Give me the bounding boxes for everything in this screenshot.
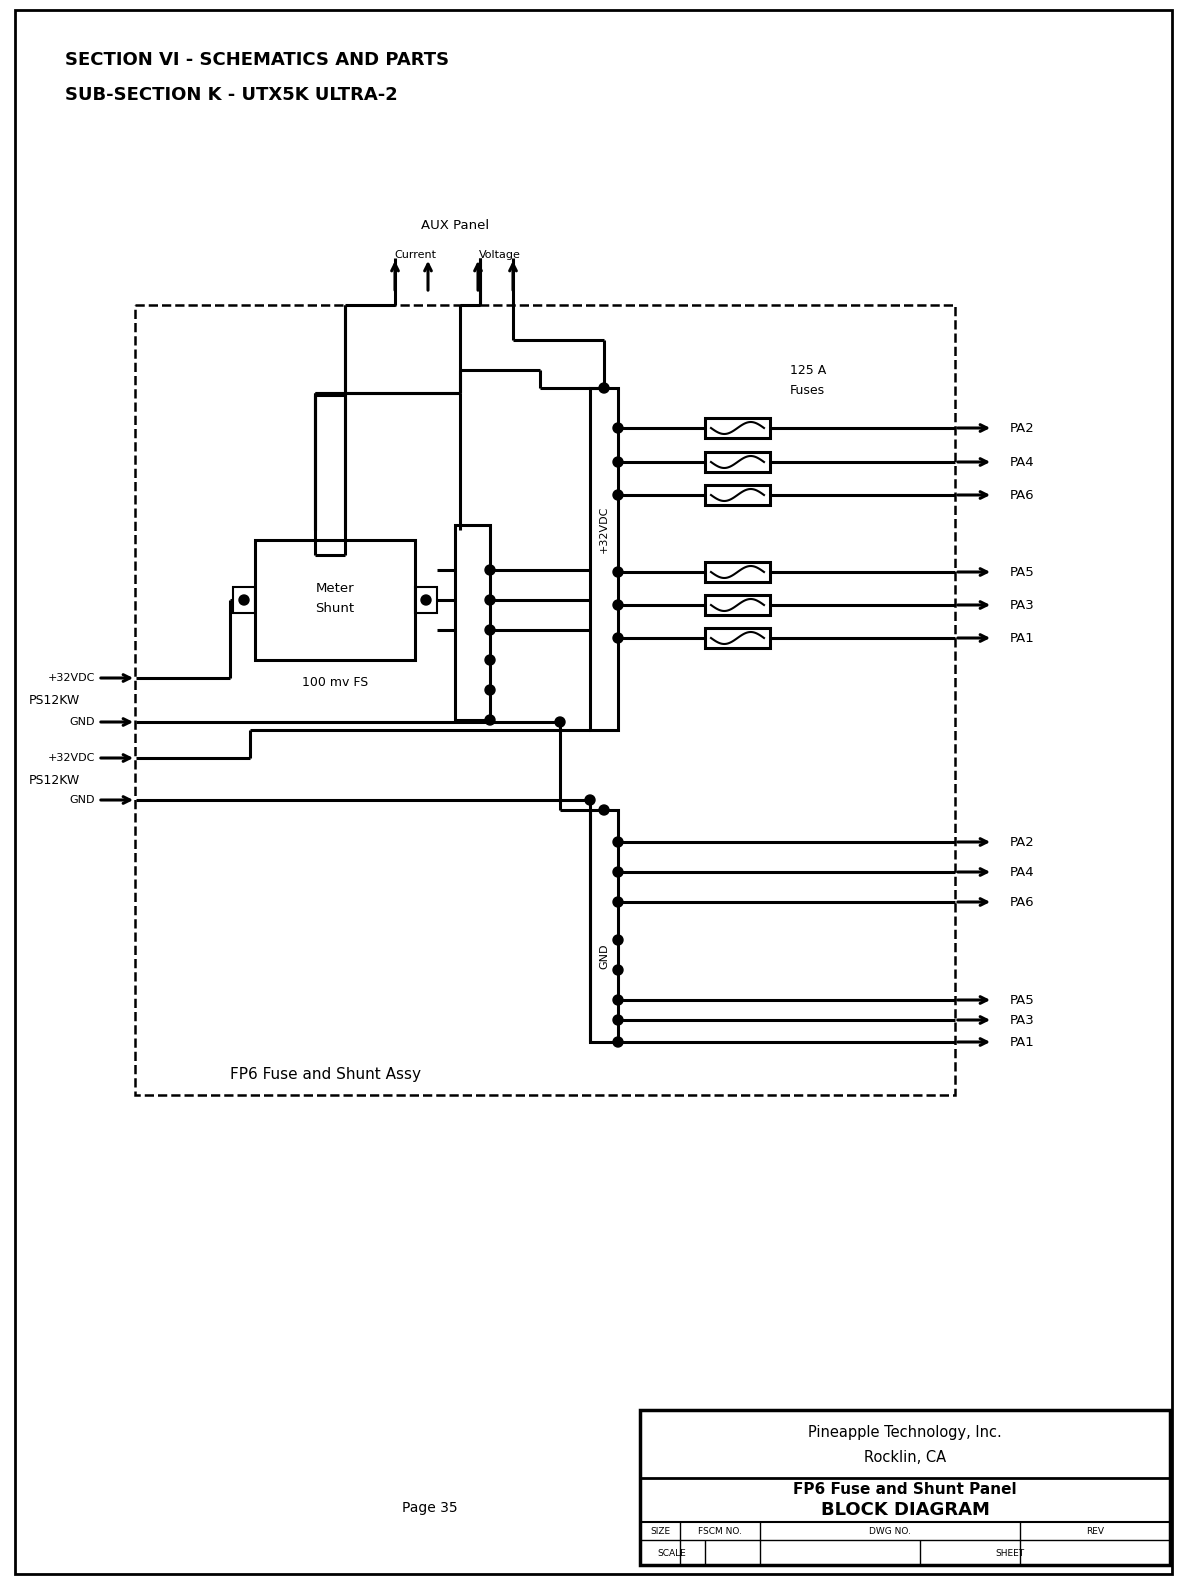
- Bar: [705, 485, 770, 505]
- Circle shape: [612, 866, 623, 878]
- Text: AUX Panel: AUX Panel: [421, 219, 489, 231]
- Bar: [705, 451, 770, 472]
- Bar: [455, 524, 490, 721]
- Bar: [233, 588, 255, 613]
- Circle shape: [485, 626, 495, 635]
- Circle shape: [612, 836, 623, 847]
- Text: PA3: PA3: [1010, 599, 1035, 611]
- Text: PA4: PA4: [1010, 865, 1035, 879]
- Text: FP6 Fuse and Shunt Panel: FP6 Fuse and Shunt Panel: [793, 1481, 1017, 1497]
- Circle shape: [421, 596, 431, 605]
- Text: SHEET: SHEET: [996, 1549, 1024, 1557]
- Text: Pineapple Technology, Inc.: Pineapple Technology, Inc.: [808, 1424, 1002, 1440]
- Circle shape: [612, 935, 623, 946]
- Circle shape: [485, 714, 495, 725]
- Text: PA6: PA6: [1010, 488, 1035, 502]
- Bar: [590, 809, 618, 1042]
- Text: PA1: PA1: [1010, 1036, 1035, 1049]
- Bar: [135, 306, 956, 1095]
- Text: PA2: PA2: [1010, 421, 1035, 434]
- Circle shape: [612, 1015, 623, 1025]
- Circle shape: [585, 795, 595, 805]
- Text: +32VDC: +32VDC: [599, 505, 609, 553]
- Circle shape: [556, 718, 565, 727]
- Text: +32VDC: +32VDC: [47, 673, 95, 683]
- Circle shape: [485, 596, 495, 605]
- Bar: [415, 588, 437, 613]
- Circle shape: [485, 656, 495, 665]
- Circle shape: [612, 995, 623, 1004]
- Circle shape: [612, 567, 623, 577]
- Bar: [705, 627, 770, 648]
- Circle shape: [612, 489, 623, 501]
- Text: Rocklin, CA: Rocklin, CA: [864, 1449, 946, 1465]
- Bar: [705, 596, 770, 615]
- Text: 100 mv FS: 100 mv FS: [301, 675, 368, 689]
- Text: SIZE: SIZE: [650, 1527, 671, 1535]
- Text: Shunt: Shunt: [316, 602, 355, 615]
- Text: FP6 Fuse and Shunt Assy: FP6 Fuse and Shunt Assy: [230, 1068, 421, 1082]
- Text: SCALE: SCALE: [658, 1549, 686, 1557]
- Circle shape: [599, 805, 609, 816]
- Text: GND: GND: [599, 942, 609, 969]
- Bar: [590, 388, 618, 730]
- Circle shape: [612, 600, 623, 610]
- Circle shape: [485, 565, 495, 575]
- Text: GND: GND: [70, 795, 95, 805]
- Circle shape: [612, 634, 623, 643]
- Bar: [705, 562, 770, 581]
- Text: GND: GND: [70, 718, 95, 727]
- Text: PS12KW: PS12KW: [28, 694, 80, 706]
- Text: Page 35: Page 35: [402, 1502, 458, 1514]
- Text: Meter: Meter: [316, 581, 354, 594]
- Text: Current: Current: [394, 250, 436, 260]
- Circle shape: [612, 1038, 623, 1047]
- Text: PA1: PA1: [1010, 632, 1035, 645]
- Text: PA2: PA2: [1010, 835, 1035, 849]
- Bar: [705, 418, 770, 439]
- Circle shape: [612, 458, 623, 467]
- Circle shape: [612, 897, 623, 908]
- Text: DWG NO.: DWG NO.: [869, 1527, 910, 1535]
- Text: Voltage: Voltage: [480, 250, 521, 260]
- Bar: [255, 540, 415, 661]
- Text: PA4: PA4: [1010, 456, 1035, 469]
- Text: BLOCK DIAGRAM: BLOCK DIAGRAM: [820, 1502, 990, 1519]
- Text: REV: REV: [1086, 1527, 1104, 1535]
- Circle shape: [612, 423, 623, 432]
- Text: PA6: PA6: [1010, 895, 1035, 909]
- Text: PS12KW: PS12KW: [28, 773, 80, 787]
- Text: PA5: PA5: [1010, 565, 1035, 578]
- Text: FSCM NO.: FSCM NO.: [698, 1527, 742, 1535]
- Circle shape: [239, 596, 249, 605]
- Circle shape: [599, 383, 609, 393]
- Text: +32VDC: +32VDC: [47, 752, 95, 763]
- Text: Fuses: Fuses: [791, 383, 825, 396]
- Circle shape: [485, 684, 495, 695]
- Bar: [640, 1410, 1170, 1565]
- Text: SUB-SECTION K - UTX5K ULTRA-2: SUB-SECTION K - UTX5K ULTRA-2: [65, 86, 398, 105]
- Text: SECTION VI - SCHEMATICS AND PARTS: SECTION VI - SCHEMATICS AND PARTS: [65, 51, 449, 70]
- Text: PA3: PA3: [1010, 1014, 1035, 1026]
- Circle shape: [612, 965, 623, 976]
- Text: 125 A: 125 A: [791, 363, 826, 377]
- Text: PA5: PA5: [1010, 993, 1035, 1006]
